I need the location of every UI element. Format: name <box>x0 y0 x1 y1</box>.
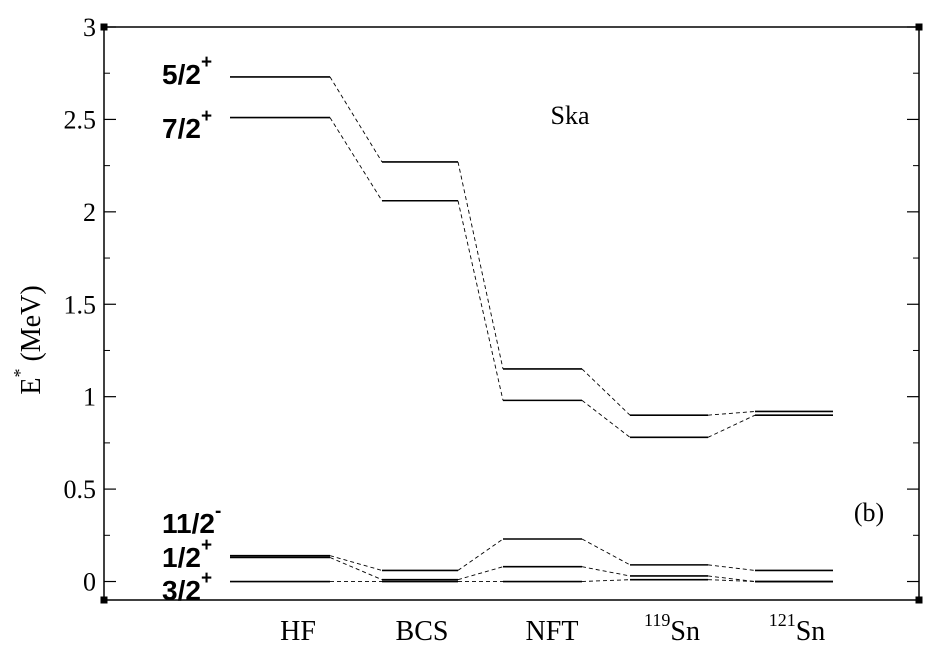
state-label: 7/2+ <box>162 106 212 144</box>
panel-annotation: (b) <box>854 498 884 527</box>
corner-marker <box>915 596 923 604</box>
x-category-label: HF <box>280 616 316 647</box>
level-connector <box>329 557 383 581</box>
energy-levels <box>230 76 833 583</box>
y-tick-label: 2 <box>83 198 96 227</box>
x-category-label: BCS <box>396 616 449 647</box>
y-axis-label: E* (MeV) <box>10 285 47 394</box>
level-connector <box>581 579 631 582</box>
level-connector <box>707 575 756 582</box>
plot-frame <box>100 23 923 604</box>
level-connector <box>581 538 631 566</box>
y-tick-label: 0 <box>83 568 96 597</box>
model-annotation: Ska <box>551 101 590 130</box>
y-tick-label: 1 <box>83 383 96 412</box>
level-connector <box>457 161 504 370</box>
corner-marker <box>100 596 108 604</box>
y-tick-label: 0.5 <box>64 475 97 504</box>
y-tick-label: 3 <box>83 13 96 42</box>
state-labels: 5/2+ 7/2+ 11/2-1/2+3/2+ <box>162 52 221 606</box>
x-category-label: NFT <box>526 616 579 647</box>
level-connector <box>329 555 383 571</box>
x-category-label: 121Sn <box>769 610 826 647</box>
x-category-labels: HF BCS NFT 119Sn 121Sn <box>280 610 825 647</box>
level-connector <box>457 538 504 571</box>
level-connector <box>707 411 756 416</box>
y-axis: 0 0.5 1 1.5 2 2.5 3 <box>64 13 919 597</box>
level-connector <box>329 76 383 163</box>
level-connector <box>707 564 756 571</box>
state-label: 5/2+ <box>162 52 212 90</box>
y-tick-label: 2.5 <box>64 105 97 134</box>
level-connector <box>581 400 631 438</box>
state-label: 3/2+ <box>162 568 212 606</box>
level-connector <box>457 200 504 401</box>
state-label: 11/2- <box>162 501 221 539</box>
x-category-label: 119Sn <box>644 610 700 647</box>
level-connector <box>329 117 383 201</box>
level-connector <box>707 579 756 582</box>
y-tick-label: 1.5 <box>64 290 97 319</box>
level-connector <box>581 368 631 416</box>
state-label: 1/2+ <box>162 535 212 573</box>
level-connector <box>457 566 504 581</box>
level-connectors <box>329 76 756 582</box>
level-connector <box>707 414 756 438</box>
level-connector <box>581 566 631 577</box>
plot-border <box>103 26 920 601</box>
